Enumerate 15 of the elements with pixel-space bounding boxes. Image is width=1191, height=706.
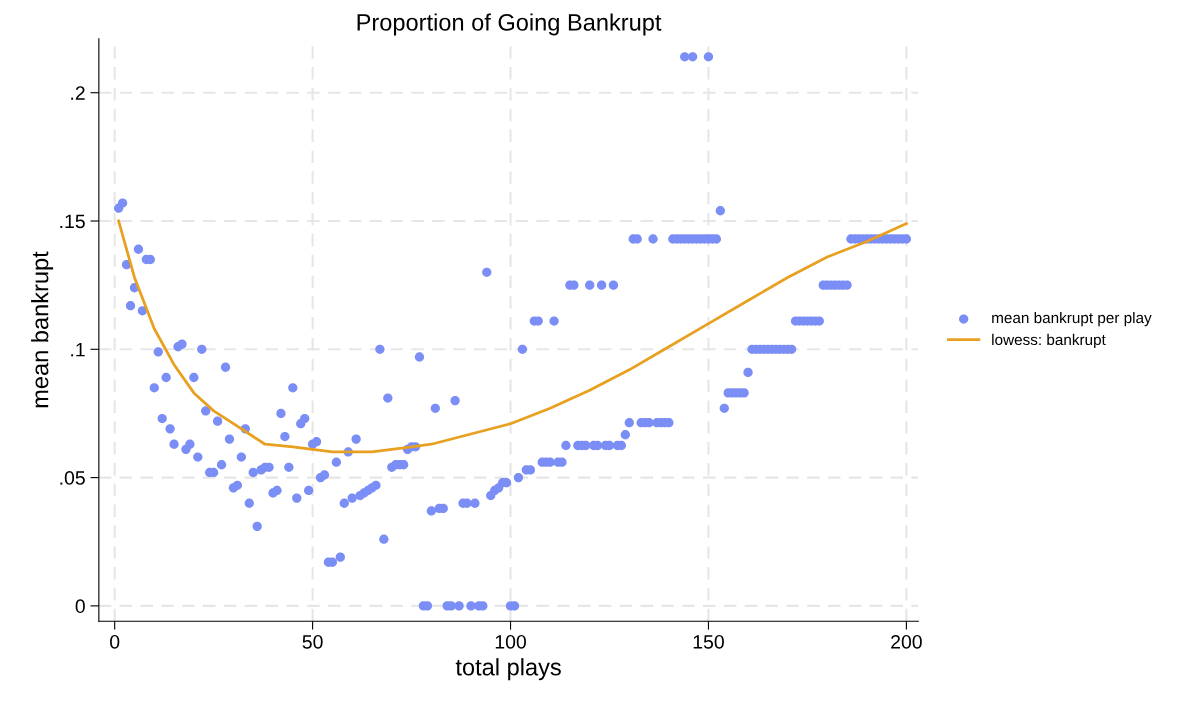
- x-tick-label: 150: [693, 634, 724, 649]
- chart-title: Proportion of Going Bankrupt: [357, 13, 662, 36]
- x-tick-label: 0: [110, 634, 120, 649]
- y-tick-label: .05: [60, 471, 85, 485]
- x-tick-label: 200: [891, 634, 922, 649]
- y-tick-label: 0: [75, 599, 85, 614]
- y-tick-label: .15: [60, 214, 85, 229]
- y-tick-label: .2: [71, 86, 85, 100]
- x-tick-label: 50: [302, 634, 323, 649]
- x-tick-label: 100: [495, 634, 526, 649]
- legend-label: mean bankrupt per play: [992, 311, 1152, 327]
- x-axis-title: total plays: [455, 658, 561, 681]
- legend-label: lowess: bankrupt: [992, 333, 1106, 349]
- y-tick-label: .1: [71, 342, 85, 357]
- y-axis-title: mean bankrupt: [31, 251, 54, 408]
